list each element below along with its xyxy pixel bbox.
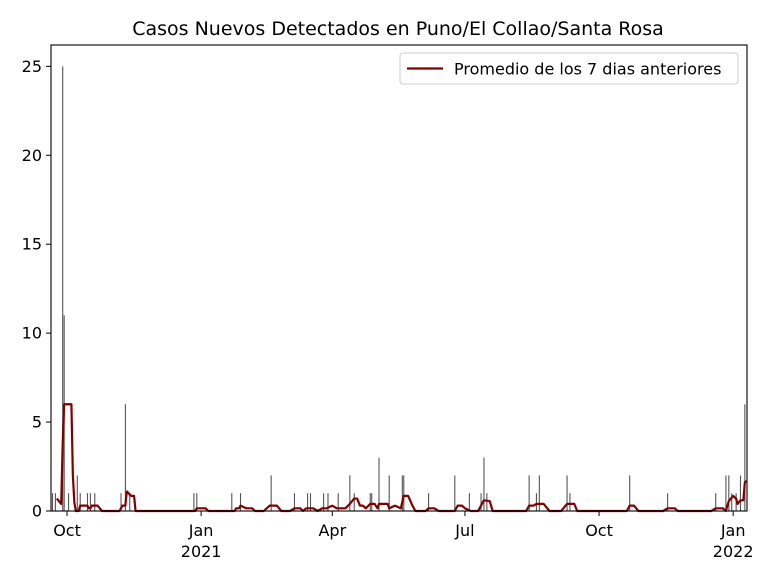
bar (454, 475, 456, 511)
bar (569, 493, 571, 511)
line-group (55, 403, 748, 513)
bar (86, 493, 89, 511)
chart-title: Casos Nuevos Detectados en Puno/El Colla… (132, 18, 664, 40)
bar (51, 493, 54, 511)
bar (388, 475, 390, 511)
y-tick-label: 5 (32, 413, 42, 432)
bar (378, 457, 380, 511)
average-line (55, 403, 748, 513)
bar (62, 66, 64, 511)
bar (239, 493, 242, 511)
bar (54, 493, 56, 511)
bar (369, 493, 371, 511)
plot-frame (50, 44, 748, 512)
x-tick-label: 2021 (181, 542, 222, 561)
bar (528, 475, 530, 511)
bar (309, 493, 312, 511)
x-tick-label: Oct (585, 521, 613, 540)
legend-label: Promedio de los 7 dias anteriores (454, 60, 721, 79)
bar (725, 475, 727, 511)
bar (79, 493, 81, 511)
bar (486, 493, 488, 511)
bar (307, 493, 309, 511)
y-tick-label: 25 (22, 57, 42, 76)
bar (715, 493, 717, 511)
y-tick-label: 10 (22, 324, 42, 343)
bar (120, 493, 122, 511)
bar (403, 475, 405, 511)
bar (94, 493, 96, 511)
bar (353, 493, 355, 511)
bar (270, 475, 272, 511)
bar (468, 493, 470, 511)
legend-box (399, 52, 739, 85)
bar (67, 493, 70, 511)
y-tick-label: 20 (22, 146, 42, 165)
legend: Promedio de los 7 dias anteriores (399, 52, 739, 85)
bar (293, 493, 296, 511)
bar (124, 404, 126, 511)
bar (89, 493, 91, 511)
bar (428, 493, 430, 511)
y-axis: 0 5 10 15 20 25 (22, 57, 51, 521)
bar (739, 475, 742, 511)
bar (629, 475, 631, 511)
bar (129, 493, 131, 511)
bar (566, 475, 568, 511)
bar (483, 457, 485, 511)
bar (535, 493, 537, 511)
bar (538, 475, 540, 511)
y-tick-label: 15 (22, 235, 42, 254)
x-tick-label: Apr (318, 521, 346, 540)
x-axis: Oct Jan 2021 Apr Jul Oct Jan 2022 (53, 511, 754, 561)
x-tick-label: Oct (53, 521, 81, 540)
bar (728, 475, 730, 511)
bar (401, 475, 403, 511)
bar (323, 493, 325, 511)
bars-group (51, 66, 746, 511)
bar (667, 493, 669, 511)
bar (76, 475, 78, 511)
bar (744, 404, 746, 511)
bar (371, 493, 373, 511)
bar (731, 493, 733, 511)
bar (480, 493, 482, 511)
x-tick-label: Jul (454, 521, 474, 540)
bar (193, 493, 195, 511)
bar (349, 475, 351, 511)
x-tick-label: Jan (720, 521, 746, 540)
bar (327, 493, 329, 511)
y-tick-label: 0 (32, 502, 42, 521)
x-tick-label: 2022 (713, 542, 754, 561)
bar (337, 493, 339, 511)
x-tick-label: Jan (188, 521, 214, 540)
bar (196, 493, 198, 511)
bar (231, 493, 233, 511)
